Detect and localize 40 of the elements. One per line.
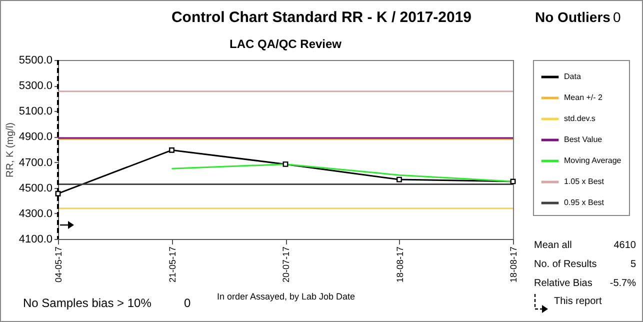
y-axis-title: RR, K (mg/l) xyxy=(4,122,16,178)
legend-label: 1.05 x Best xyxy=(564,177,605,186)
text: -5.7% xyxy=(610,278,636,289)
x-tick-label: 21-05-17 xyxy=(167,246,178,283)
y-tick-label: 5500.0 xyxy=(18,54,52,66)
text: This report xyxy=(554,296,602,307)
x-tick-label: 18-08-17 xyxy=(508,246,518,283)
y-tick-label: 4700.0 xyxy=(18,156,52,169)
legend-label: Moving Average xyxy=(564,156,622,165)
legend-label: Best Value xyxy=(564,135,603,144)
point xyxy=(169,147,174,153)
x-axis-title: In order Assayed, by Lab Job Date xyxy=(216,292,356,302)
y-tick-label: 4300.0 xyxy=(18,208,52,220)
point xyxy=(282,161,288,167)
text: 0 xyxy=(184,296,191,310)
legend-label: 0.95 x Best xyxy=(564,198,605,207)
text: Mean all xyxy=(534,240,572,251)
y-tick-label: 4900.0 xyxy=(18,131,52,144)
chart-subtitle: LAC QA/QC Review xyxy=(229,37,342,51)
x-tick-label: 04-05-17 xyxy=(54,246,64,283)
x-tick-label: 20-07-17 xyxy=(281,246,291,283)
point xyxy=(396,176,402,182)
y-tick-label: 5300.0 xyxy=(18,80,52,92)
text: 5 xyxy=(630,259,636,270)
legend-label: Data xyxy=(564,72,582,81)
text: No Samples bias > 10% xyxy=(23,296,152,310)
legend-label: std.dev.s xyxy=(564,114,596,123)
point xyxy=(510,178,516,184)
text: No Outliers xyxy=(535,9,610,25)
legend-label: Mean +/- 2 xyxy=(564,93,604,102)
text: 4610 xyxy=(614,240,636,251)
y-tick-label: 4100.0 xyxy=(18,234,52,246)
y-tick-label: 5100.0 xyxy=(18,106,52,118)
text: Relative Bias xyxy=(534,278,592,289)
text: No. of Results xyxy=(534,259,597,270)
text: 0 xyxy=(613,9,621,25)
chart-title: Control Chart Standard RR - K / 2017-2019 xyxy=(171,9,472,26)
y-tick-label: 4500.0 xyxy=(18,182,52,194)
x-tick-label: 18-08-17 xyxy=(394,246,405,283)
point xyxy=(55,190,61,196)
